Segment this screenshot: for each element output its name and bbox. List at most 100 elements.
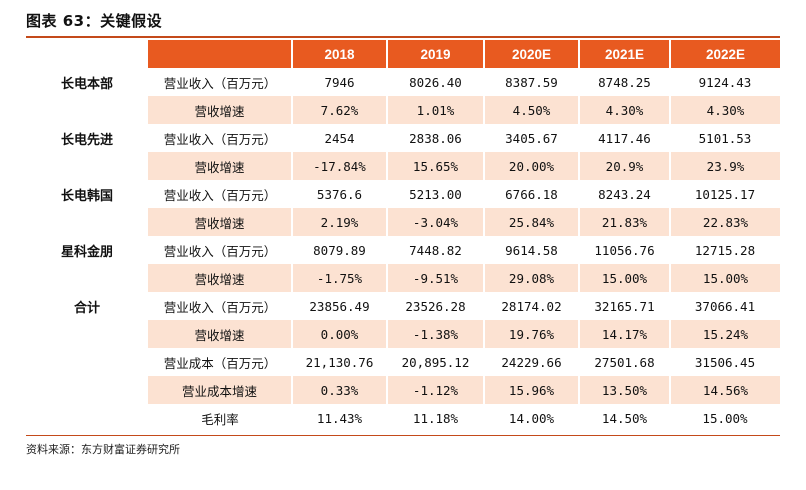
row-value-cell: 19.76% bbox=[483, 320, 579, 348]
row-value-cell: 5101.53 bbox=[698, 130, 752, 146]
row-group-label: 长电先进 bbox=[60, 132, 113, 148]
row-value-cell: 9124.43 bbox=[698, 74, 752, 90]
table-row: 营收增速 7.62% 1.01% 4.50% 4.30% 4.30% bbox=[26, 96, 780, 124]
row-value-cell: 37066.41 bbox=[694, 298, 756, 314]
row-value-cell: 8079.89 bbox=[313, 242, 366, 258]
bottom-divider bbox=[26, 435, 780, 436]
table-title: 图表 63：关键假设 bbox=[26, 12, 163, 30]
row-value-cell: 5376.6 bbox=[316, 186, 363, 202]
row-value-cell: 31506.45 bbox=[694, 354, 756, 370]
row-value-cell: 9614.58 bbox=[505, 242, 558, 258]
row-metric-label: 毛利率 bbox=[201, 411, 239, 427]
row-group-label bbox=[26, 404, 148, 432]
row-value-cell: 6766.18 bbox=[505, 186, 558, 202]
row-value-cell: -1.75% bbox=[291, 264, 387, 292]
row-value-cell: 4117.46 bbox=[598, 130, 651, 146]
header-blank-metric bbox=[148, 40, 292, 68]
table-row: 长电先进 营业收入（百万元） 2454 2838.06 3405.67 4117.46 51… bbox=[26, 124, 780, 152]
row-value-cell: 4.50% bbox=[483, 96, 579, 124]
row-value-cell: 0.33% bbox=[291, 376, 387, 404]
row-metric-label: 营业成本增速 bbox=[148, 376, 292, 404]
source-note: 资料来源：东方财富证券研究所 bbox=[26, 443, 180, 456]
row-value-cell: 8026.40 bbox=[409, 74, 462, 90]
row-value-cell: 4.30% bbox=[669, 96, 780, 124]
row-group-label: 长电韩国 bbox=[60, 188, 113, 204]
row-value-cell: 5213.00 bbox=[409, 186, 462, 202]
header-year-2022e: 2022E bbox=[669, 40, 780, 68]
header-row: 2018 2019 2020E 2021E 2022E bbox=[26, 40, 780, 68]
row-metric-label: 营收增速 bbox=[148, 320, 292, 348]
header-year-2019: 2019 bbox=[386, 40, 484, 68]
table-row: 营业成本增速 0.33% -1.12% 15.96% 13.50% 14.56% bbox=[26, 376, 780, 404]
header-blank-group bbox=[26, 40, 148, 68]
row-value-cell: 23856.49 bbox=[309, 298, 370, 314]
row-value-cell: 2454 bbox=[324, 130, 355, 146]
table-row: 长电本部 营业收入（百万元） 7946 8026.40 8387.59 8748.25 91… bbox=[26, 68, 780, 96]
title-divider bbox=[26, 36, 780, 38]
row-metric-label: 营业收入（百万元） bbox=[163, 299, 277, 315]
row-value-cell: 15.00% bbox=[702, 410, 748, 426]
key-assumptions-table: 2018 2019 2020E 2021E 2022E 长电本部营业收入（百万元… bbox=[26, 40, 780, 432]
row-value-cell: 25.84% bbox=[483, 208, 579, 236]
row-value-cell: 28174.02 bbox=[501, 298, 562, 314]
table-row: 营业成本（百万元） 21,130.76 20,895.12 24229.66 27501… bbox=[26, 348, 780, 376]
row-metric-label: 营业收入（百万元） bbox=[163, 187, 277, 203]
header-year-2018: 2018 bbox=[291, 40, 387, 68]
row-value-cell: -1.12% bbox=[386, 376, 484, 404]
row-value-cell: -3.04% bbox=[386, 208, 484, 236]
table-row: 毛利率 11.43% 11.18% 14.00% 14.50% 15.00% bbox=[26, 404, 780, 432]
row-value-cell: -1.38% bbox=[386, 320, 484, 348]
row-value-cell: -17.84% bbox=[291, 152, 387, 180]
row-group-label bbox=[26, 348, 148, 376]
row-metric-label: 营收增速 bbox=[148, 96, 292, 124]
row-group-label bbox=[26, 320, 148, 348]
row-value-cell: 7946 bbox=[324, 74, 355, 90]
row-group-label: 星科金朋 bbox=[60, 244, 113, 260]
row-metric-label: 营业收入（百万元） bbox=[163, 131, 277, 147]
row-value-cell: 21,130.76 bbox=[305, 354, 374, 370]
row-value-cell: 15.00% bbox=[578, 264, 670, 292]
row-value-cell: 20,895.12 bbox=[401, 354, 470, 370]
row-value-cell: -9.51% bbox=[386, 264, 484, 292]
header-year-2021e: 2021E bbox=[578, 40, 670, 68]
row-value-cell: 14.56% bbox=[669, 376, 780, 404]
row-value-cell: 11056.76 bbox=[594, 242, 655, 258]
row-value-cell: 27501.68 bbox=[594, 354, 655, 370]
row-value-cell: 15.96% bbox=[483, 376, 579, 404]
table-row: 营收增速 -17.84% 15.65% 20.00% 20.9% 23.9% bbox=[26, 152, 780, 180]
row-value-cell: 14.17% bbox=[578, 320, 670, 348]
row-value-cell: 3405.67 bbox=[505, 130, 558, 146]
table-row: 合计 营业收入（百万元） 23856.49 23526.28 28174.02 32165… bbox=[26, 292, 780, 320]
row-value-cell: 24229.66 bbox=[501, 354, 562, 370]
row-value-cell: 20.00% bbox=[483, 152, 579, 180]
row-group-label: 长电本部 bbox=[60, 76, 113, 92]
row-value-cell: 7.62% bbox=[291, 96, 387, 124]
row-value-cell: 13.50% bbox=[578, 376, 670, 404]
row-value-cell: 8243.24 bbox=[598, 186, 651, 202]
row-value-cell: 15.24% bbox=[669, 320, 780, 348]
row-value-cell: 32165.71 bbox=[594, 298, 655, 314]
row-value-cell: 2838.06 bbox=[409, 130, 462, 146]
table-row: 营收增速 -1.75% -9.51% 29.08% 15.00% 15.00% bbox=[26, 264, 780, 292]
row-group-label bbox=[26, 264, 148, 292]
row-value-cell: 11.43% bbox=[316, 410, 363, 426]
row-value-cell: 14.00% bbox=[508, 410, 555, 426]
row-metric-label: 营业成本（百万元） bbox=[163, 355, 277, 371]
row-value-cell: 12715.28 bbox=[694, 242, 756, 258]
header-year-2020e: 2020E bbox=[483, 40, 579, 68]
row-value-cell: 7448.82 bbox=[409, 242, 462, 258]
table-row: 星科金朋 营业收入（百万元） 8079.89 7448.82 9614.58 11056.… bbox=[26, 236, 780, 264]
row-value-cell: 8387.59 bbox=[505, 74, 558, 90]
row-value-cell: 0.00% bbox=[291, 320, 387, 348]
table-row: 营收增速 2.19% -3.04% 25.84% 21.83% 22.83% bbox=[26, 208, 780, 236]
row-metric-label: 营收增速 bbox=[148, 152, 292, 180]
row-value-cell: 1.01% bbox=[386, 96, 484, 124]
row-metric-label: 营收增速 bbox=[148, 264, 292, 292]
row-value-cell: 4.30% bbox=[578, 96, 670, 124]
row-value-cell: 2.19% bbox=[291, 208, 387, 236]
row-value-cell: 20.9% bbox=[578, 152, 670, 180]
table-row: 长电韩国 营业收入（百万元） 5376.6 5213.00 6766.18 8243.24… bbox=[26, 180, 780, 208]
row-value-cell: 23.9% bbox=[669, 152, 780, 180]
row-value-cell: 23526.28 bbox=[405, 298, 466, 314]
row-value-cell: 11.18% bbox=[412, 410, 459, 426]
